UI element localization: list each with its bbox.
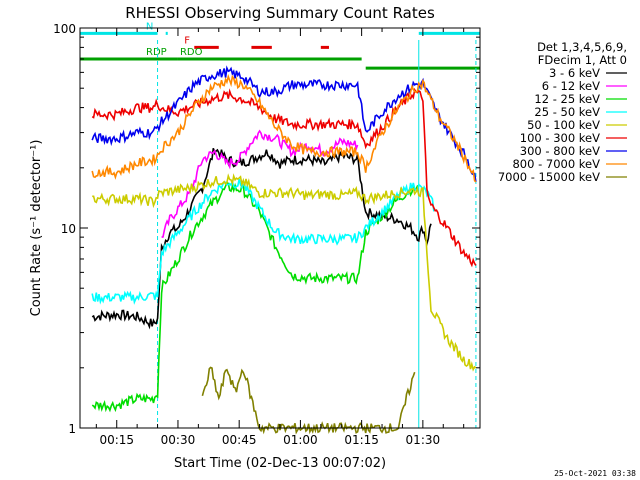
y-tick-label-0: 1 <box>68 422 76 436</box>
status-bar-label-7: RDP <box>146 47 167 58</box>
y-tick-label-2: 100 <box>53 22 76 36</box>
legend-label-2: 12 - 25 keV <box>534 92 600 106</box>
series-line-3 <box>91 179 436 305</box>
legend-header-line-1: Det 1,3,4,5,6,9, <box>537 40 627 54</box>
x-tick-label-4: 01:15 <box>344 433 379 447</box>
chart-title: RHESSI Observing Summary Count Rates <box>125 4 435 22</box>
legend-label-1: 6 - 12 keV <box>542 79 600 93</box>
legend-label-8: 7000 - 15000 keV <box>498 170 600 184</box>
series-line-7 <box>91 73 477 183</box>
legend-label-5: 100 - 300 keV <box>520 131 600 145</box>
series-lines <box>91 65 477 435</box>
series-line-8 <box>201 366 416 435</box>
x-axis-label: Start Time (02-Dec-13 00:07:02) <box>174 456 386 471</box>
footer-date: 25-Oct-2021 03:38 <box>554 469 636 478</box>
x-tick-label-2: 00:45 <box>222 433 257 447</box>
x-tick-label-5: 01:30 <box>406 433 441 447</box>
x-tick-label-0: 00:15 <box>99 433 134 447</box>
series-line-0 <box>91 147 432 330</box>
status-bar-label-3: F <box>184 35 190 46</box>
x-tick-label-3: 01:00 <box>283 433 318 447</box>
legend-label-0: 3 - 6 keV <box>549 66 600 80</box>
legend-header-line-2: FDecim 1, Att 0 <box>538 53 627 67</box>
series-line-5 <box>91 87 477 268</box>
legend: Det 1,3,4,5,6,9, FDecim 1, Att 0 3 - 6 k… <box>498 40 627 184</box>
x-tick-label-1: 00:30 <box>161 433 196 447</box>
axis-ticks: 00:15 00:30 00:45 01:00 01:15 01:30 1 10 100 <box>53 22 480 447</box>
y-tick-label-1: 10 <box>61 222 76 236</box>
status-bar-label-6: RDO <box>180 47 203 58</box>
legend-label-3: 25 - 50 keV <box>534 105 600 119</box>
y-axis-label: Count Rate (s⁻¹ detector⁻¹) <box>29 140 44 317</box>
legend-label-4: 50 - 100 keV <box>527 118 600 132</box>
legend-label-7: 800 - 7000 keV <box>512 157 600 171</box>
series-line-4 <box>92 173 477 372</box>
legend-label-6: 300 - 800 keV <box>520 144 600 158</box>
status-bar-label-0: N <box>146 21 153 32</box>
